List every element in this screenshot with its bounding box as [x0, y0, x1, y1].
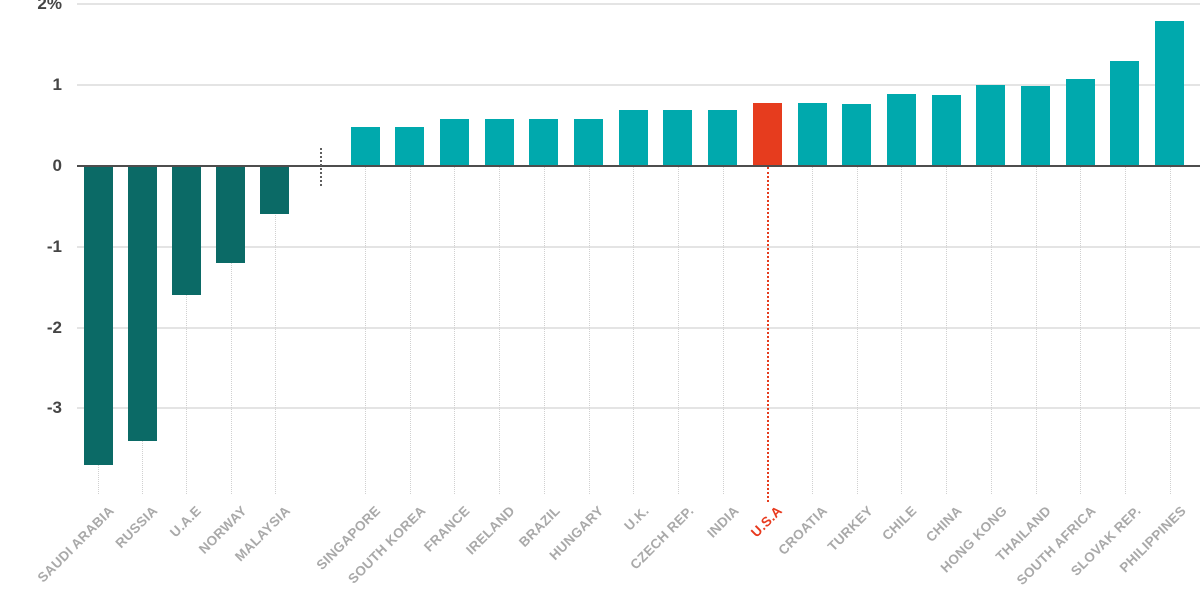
- category-guide-line-china: [946, 167, 947, 494]
- category-guide-line-south-africa: [1080, 167, 1081, 494]
- bar-thailand: [1021, 86, 1050, 166]
- bar-norway: [216, 166, 245, 263]
- bar-hong-kong: [976, 85, 1005, 166]
- bar-u-s-a: [753, 103, 782, 166]
- category-label-india: INDIA: [703, 503, 742, 541]
- gridline-y--2: [77, 327, 1200, 329]
- category-guide-line-india: [723, 167, 724, 494]
- category-guide-line-hungary: [589, 167, 590, 494]
- category-label-turkey: TURKEY: [824, 503, 876, 555]
- category-label-south-africa: SOUTH AFRICA: [1013, 503, 1099, 588]
- category-guide-line-u-k: [633, 167, 634, 494]
- category-label-u-k: U.K.: [621, 503, 652, 534]
- bar-hungary: [574, 119, 603, 166]
- bar-singapore: [351, 127, 380, 166]
- category-guide-line-philippines: [1170, 167, 1171, 494]
- bar-u-k: [619, 110, 648, 166]
- category-guide-line-brazil: [544, 167, 545, 494]
- bar-china: [932, 95, 961, 166]
- gridline-y--3: [77, 407, 1200, 409]
- category-guide-line-u-a-e: [186, 167, 187, 494]
- bar-france: [440, 119, 469, 166]
- bar-turkey: [842, 104, 871, 166]
- bar-croatia: [798, 103, 827, 166]
- bar-u-a-e: [172, 166, 201, 295]
- bar-ireland: [485, 119, 514, 166]
- category-label-u-a-e: U.A.E: [167, 503, 205, 541]
- category-guide-line-czech-rep: [678, 167, 679, 494]
- category-guide-line-south-korea: [410, 167, 411, 494]
- bar-philippines: [1155, 21, 1184, 166]
- gridline-y-1: [77, 84, 1200, 86]
- category-label-croatia: CROATIA: [775, 503, 831, 558]
- bar-russia: [128, 166, 157, 441]
- y-tick-label--3: -3: [46, 398, 62, 417]
- category-label-south-korea: SOUTH KOREA: [345, 503, 429, 587]
- bar-slovak-rep: [1110, 61, 1139, 166]
- y-tick-label-0: 0: [52, 156, 62, 175]
- category-guide-line-norway: [231, 167, 232, 494]
- highlight-guide-line-u-s-a: [767, 167, 769, 502]
- category-guide-line-chile: [901, 167, 902, 494]
- bar-czech-rep: [663, 110, 692, 166]
- bar-south-africa: [1066, 79, 1095, 166]
- bar-south-korea: [395, 127, 424, 166]
- bar-brazil: [529, 119, 558, 166]
- category-guide-line-france: [454, 167, 455, 494]
- category-label-ireland: IRELAND: [463, 503, 518, 558]
- y-tick-label-2: 2%: [37, 0, 62, 13]
- gridline-y-2: [77, 3, 1200, 5]
- bar-chile: [887, 94, 916, 166]
- category-label-u-s-a: U.S.A: [748, 503, 786, 541]
- y-tick-label-1: 1: [52, 75, 62, 94]
- category-label-china: CHINA: [922, 503, 965, 545]
- bar-india: [708, 110, 737, 166]
- category-guide-line-croatia: [812, 167, 813, 494]
- y-tick-label--1: -1: [46, 237, 62, 256]
- category-guide-line-turkey: [857, 167, 858, 494]
- category-label-russia: RUSSIA: [112, 503, 161, 551]
- zero-axis-line: [77, 165, 1200, 167]
- category-guide-line-hong-kong: [991, 167, 992, 494]
- gridline-y--1: [77, 246, 1200, 248]
- category-guide-line-ireland: [499, 167, 500, 494]
- group-separator-line: [320, 148, 322, 186]
- category-guide-line-malaysia: [275, 167, 276, 494]
- y-tick-label--2: -2: [46, 318, 62, 337]
- category-guide-line-slovak-rep: [1125, 167, 1126, 494]
- bar-malaysia: [260, 166, 289, 214]
- category-label-chile: CHILE: [879, 503, 920, 544]
- bar-saudi-arabia: [84, 166, 113, 465]
- category-guide-line-thailand: [1036, 167, 1037, 494]
- category-guide-line-singapore: [365, 167, 366, 494]
- category-label-saudi-arabia: SAUDI ARABIA: [34, 503, 117, 586]
